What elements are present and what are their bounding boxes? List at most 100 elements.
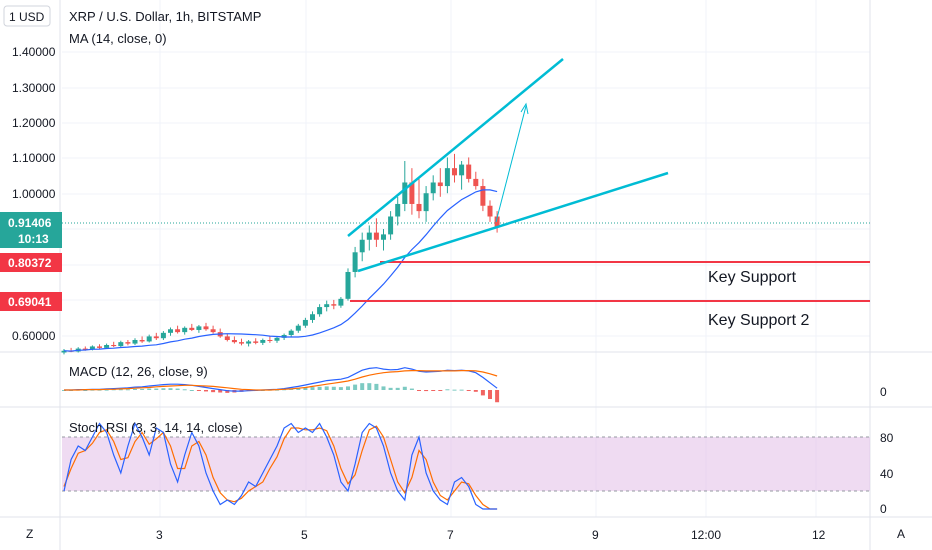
- macd-histogram-bar: [154, 388, 159, 390]
- symbol-title[interactable]: XRP / U.S. Dollar, 1h, BITSTAMP: [69, 9, 261, 24]
- current-price-value: 0.91406: [8, 216, 52, 230]
- current-price-badge[interactable]: [0, 212, 62, 248]
- macd-histogram-bar: [296, 388, 301, 390]
- stoch-k-line: [63, 421, 498, 510]
- candle-body: [295, 325, 301, 331]
- candle-body: [168, 329, 173, 333]
- candle-body: [487, 205, 493, 217]
- candle-body: [146, 336, 152, 342]
- candle-body: [480, 186, 486, 206]
- time-axis[interactable]: 3 5 7 9 12:00 12: [156, 528, 826, 542]
- macd-histogram-bar: [360, 383, 365, 390]
- price-tick: 1.00000: [12, 187, 56, 201]
- macd-histogram-bar: [445, 389, 450, 391]
- macd-histogram-bar: [211, 390, 216, 393]
- macd-histogram-bar: [452, 389, 457, 391]
- macd-histogram-bar: [395, 387, 400, 390]
- projection-arrow[interactable]: [495, 105, 527, 223]
- time-tick: 3: [156, 528, 163, 542]
- time-tick: 7: [447, 528, 454, 542]
- macd-label[interactable]: MACD (12, 26, close, 9): [69, 364, 208, 379]
- macd-histogram-bar: [161, 388, 166, 390]
- stoch-tick-0: 0: [880, 502, 887, 516]
- candle-body: [352, 252, 358, 272]
- time-tick: 9: [592, 528, 599, 542]
- support-price-1: 0.80372: [8, 256, 52, 270]
- candle-body: [224, 336, 230, 340]
- ma-label[interactable]: MA (14, close, 0): [69, 31, 167, 46]
- candle-body: [118, 342, 124, 347]
- candle-body: [466, 164, 472, 179]
- currency-button-label: 1 USD: [9, 10, 45, 24]
- macd-histogram-bar: [133, 388, 137, 390]
- candle-body: [253, 341, 259, 343]
- candle-body: [89, 346, 95, 350]
- macd-histogram-bar: [140, 388, 145, 390]
- candle-body: [288, 330, 294, 335]
- stoch-d-line: [63, 425, 498, 510]
- macd-histogram-bar: [317, 386, 322, 390]
- candle-body: [260, 340, 266, 343]
- stoch-tick-80: 80: [880, 431, 894, 445]
- macd-histogram-bar: [331, 386, 336, 390]
- macd-histogram-bar: [367, 383, 372, 390]
- macd-histogram-bar: [204, 390, 208, 392]
- price-tick: 0.60000: [12, 329, 56, 343]
- candle-body: [189, 327, 195, 330]
- macd-histogram-bar: [459, 389, 464, 391]
- macd-histogram-bar: [104, 389, 109, 391]
- candle-body: [416, 203, 422, 212]
- macd-histogram-bar: [189, 390, 194, 391]
- macd-signal-line: [64, 370, 498, 391]
- macd-histogram-bar: [118, 389, 123, 391]
- candle-body: [82, 348, 88, 350]
- projection-arrowhead-icon: [520, 102, 529, 115]
- time-tick: 12:00: [691, 528, 721, 542]
- macd-histogram-bar: [424, 390, 429, 392]
- annotation-key-support[interactable]: Key Support: [708, 269, 797, 286]
- candle-body: [196, 326, 202, 330]
- macd-histogram-bar: [388, 387, 393, 390]
- macd-histogram-bar: [125, 389, 130, 391]
- price-tick: 1.10000: [12, 151, 56, 165]
- candle-body: [239, 342, 244, 344]
- candle-body: [61, 350, 67, 353]
- macd-histogram-bar: [182, 389, 187, 391]
- macd-histogram-bar: [310, 387, 315, 390]
- annotation-key-support-2[interactable]: Key Support 2: [708, 312, 810, 329]
- candle-body: [231, 340, 237, 343]
- price-tick: 1.30000: [12, 81, 56, 95]
- macd-histogram-bar: [381, 386, 386, 390]
- support-badge-2[interactable]: [0, 292, 62, 311]
- macd-histogram-bar: [218, 390, 223, 393]
- macd-histogram-bar: [324, 386, 329, 390]
- price-tick: 1.20000: [12, 116, 56, 130]
- macd-histogram-bar: [438, 390, 443, 391]
- trendline-upper[interactable]: [347, 58, 564, 237]
- candle-body: [104, 345, 110, 348]
- candle-body: [402, 182, 408, 204]
- candle-body: [302, 319, 308, 326]
- timezone-toggle[interactable]: Z: [26, 527, 33, 541]
- candle-body: [267, 340, 273, 341]
- price-tick: 1.40000: [12, 45, 56, 59]
- support-price-2: 0.69041: [8, 295, 52, 309]
- candle-body: [203, 326, 209, 330]
- support-badge-1[interactable]: [0, 253, 62, 272]
- candle-body: [444, 168, 450, 187]
- macd-histogram-bar: [147, 388, 152, 390]
- candle-body: [452, 168, 457, 176]
- macd-histogram-bar: [495, 390, 500, 403]
- macd-histogram-bar: [353, 384, 358, 390]
- grid-lines: [62, 0, 870, 517]
- stoch-label[interactable]: Stoch RSI (3, 3, 14, 14, close): [69, 420, 242, 435]
- trendline-lower[interactable]: [357, 171, 669, 273]
- auto-scale-toggle[interactable]: A: [897, 527, 905, 541]
- macd-histogram-bar: [83, 390, 88, 391]
- candle-body: [182, 327, 188, 333]
- candle-body: [381, 234, 386, 240]
- price-scale[interactable]: 1.40000 1.30000 1.20000 1.10000 1.00000 …: [12, 45, 56, 343]
- currency-button[interactable]: [3, 5, 51, 27]
- time-tick: 5: [301, 528, 308, 542]
